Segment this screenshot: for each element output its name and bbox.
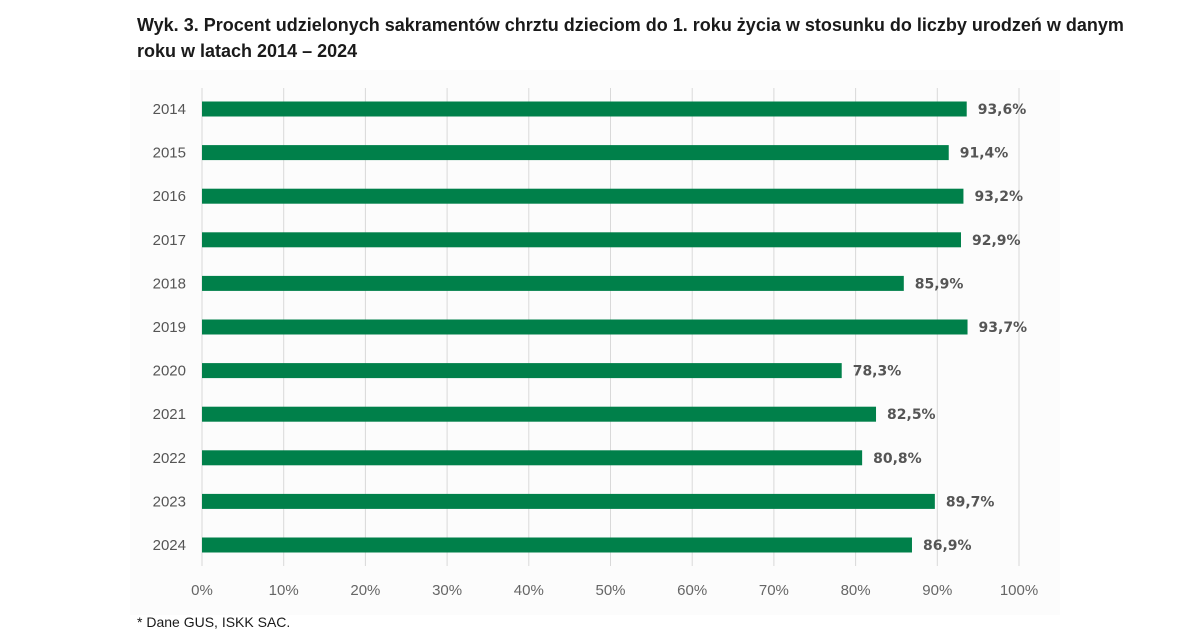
x-tick-label: 90% (922, 582, 952, 599)
bar-2024 (202, 537, 912, 553)
x-tick-labels: 0% 10% 20% 30% 40% 50% 60% 70% 80% 90% 100% (191, 582, 1038, 599)
bars (202, 101, 968, 553)
x-tick-label: 80% (841, 582, 871, 599)
chart-title: Wyk. 3. Procent udzielonych sakramentów … (137, 15, 1124, 61)
bar-2023 (202, 493, 935, 509)
category-label: 2014 (153, 101, 186, 118)
category-label: 2017 (153, 232, 186, 249)
bar-2014 (202, 101, 967, 117)
category-labels: 2014 2015 2016 2017 2018 2019 2020 2021 2022 2023… (153, 101, 186, 554)
data-label: 93,2% (974, 189, 1023, 205)
bar-2021 (202, 406, 877, 422)
category-label: 2018 (153, 275, 186, 292)
x-tick-label: 0% (191, 582, 213, 599)
data-label: 85,9% (915, 276, 964, 292)
footnote: * Dane GUS, ISKK SAC. (137, 614, 291, 630)
x-tick-label: 50% (595, 582, 625, 599)
x-tick-label: 10% (269, 582, 299, 599)
category-label: 2023 (153, 493, 186, 510)
bar-2022 (202, 450, 863, 466)
category-label: 2022 (153, 450, 186, 467)
data-label: 86,9% (923, 538, 972, 554)
data-label: 92,9% (972, 233, 1021, 249)
bar-2018 (202, 275, 904, 291)
data-labels: 93,6% 91,4% 93,2% 92,9% 85,9% 93,7% 78,3% 82,5%… (853, 102, 1027, 554)
bar-2019 (202, 319, 968, 335)
data-label: 80,8% (873, 451, 922, 467)
data-label: 89,7% (946, 494, 995, 510)
category-label: 2020 (153, 363, 186, 380)
category-label: 2021 (153, 406, 186, 423)
bar-2016 (202, 188, 964, 204)
x-tick-label: 100% (1000, 582, 1038, 599)
category-label: 2015 (153, 145, 186, 162)
bar-2017 (202, 232, 961, 248)
x-tick-label: 60% (677, 582, 707, 599)
x-tick-label: 70% (759, 582, 789, 599)
data-label: 91,4% (960, 146, 1009, 162)
x-tick-label: 20% (350, 582, 380, 599)
data-label: 82,5% (887, 407, 936, 423)
x-tick-label: 30% (432, 582, 462, 599)
category-label: 2016 (153, 188, 186, 205)
category-label: 2024 (153, 537, 186, 554)
category-label: 2019 (153, 319, 186, 336)
chart-area (130, 70, 1060, 615)
data-label: 93,6% (978, 102, 1027, 118)
data-label: 93,7% (979, 320, 1028, 336)
data-label: 78,3% (853, 364, 902, 380)
x-tick-label: 40% (514, 582, 544, 599)
bar-2020 (202, 363, 842, 379)
bar-2015 (202, 145, 949, 161)
